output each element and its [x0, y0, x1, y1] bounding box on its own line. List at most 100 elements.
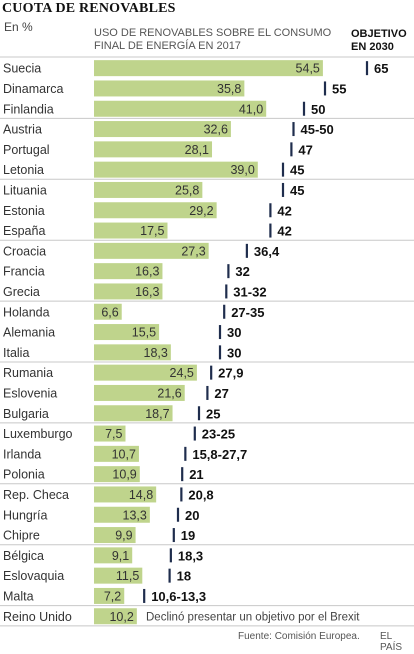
bar [94, 141, 213, 158]
bar-value-label: 18,7 [145, 407, 169, 421]
category-label: Lituania [3, 183, 47, 197]
category-label: Rumania [3, 366, 53, 380]
bar [94, 202, 217, 219]
brexit-annotation: Declinó presentar un objetivo por el Bre… [146, 611, 360, 623]
bar [94, 466, 140, 483]
bar [94, 60, 323, 77]
bar [94, 527, 136, 544]
category-label: Bulgaria [3, 407, 49, 421]
target-label: 10,6-13,3 [151, 589, 206, 604]
bar-value-label: 54,5 [296, 62, 320, 76]
target-label: 32 [235, 264, 249, 279]
target-label: 25 [206, 406, 220, 421]
bar [94, 324, 160, 341]
bar-value-label: 27,3 [181, 244, 205, 258]
category-label: Portugal [3, 143, 50, 157]
bar [94, 263, 163, 280]
bar-value-label: 32,6 [204, 123, 228, 137]
category-label: Eslovaquia [3, 569, 64, 583]
target-label: 27 [214, 386, 228, 401]
target-label: 27,9 [218, 366, 243, 381]
category-label: Bélgica [3, 549, 44, 563]
bar [94, 506, 150, 523]
bar-value-label: 16,3 [135, 265, 159, 279]
bar [94, 425, 126, 442]
bar [94, 486, 157, 503]
category-label: Austria [3, 123, 42, 137]
target-label: 42 [277, 224, 291, 239]
bar [94, 587, 125, 604]
category-label: Dinamarca [3, 82, 63, 96]
target-label: 23-25 [202, 427, 235, 442]
target-label: 21 [189, 467, 203, 482]
target-label: 18,3 [178, 548, 203, 563]
target-label: 42 [277, 203, 291, 218]
target-label: 30 [227, 325, 241, 340]
category-label: Hungría [3, 508, 48, 522]
bar-value-label: 6,6 [101, 305, 118, 319]
source-note: Fuente: Comisión Europea. [238, 631, 360, 642]
bar-value-label: 29,2 [189, 204, 213, 218]
bar [94, 445, 139, 462]
category-label: Eslovenia [3, 386, 57, 400]
category-label: Malta [3, 589, 34, 603]
unit-label: En % [4, 20, 33, 34]
target-label: 18 [177, 569, 191, 584]
bar [94, 181, 203, 198]
bar [94, 283, 163, 300]
bar [94, 384, 185, 401]
target-label: 45 [290, 163, 304, 178]
bar [94, 222, 168, 239]
bar-value-label: 25,8 [175, 183, 199, 197]
target-label: 19 [181, 528, 195, 543]
bar-value-label: 11,5 [116, 569, 139, 583]
category-label: Letonia [3, 163, 44, 177]
bar-value-label: 39,0 [230, 163, 254, 177]
bar-value-label: 16,3 [135, 285, 159, 299]
bar-value-label: 28,1 [185, 143, 209, 157]
category-label: Estonia [3, 204, 45, 218]
bar-value-label: 10,2 [109, 610, 133, 624]
bar [94, 344, 171, 361]
target-label: 27-35 [231, 305, 264, 320]
category-label: Reino Unido [3, 610, 72, 624]
bar [94, 121, 231, 138]
bar [94, 80, 245, 97]
category-label: Chipre [3, 529, 40, 543]
bar [94, 405, 173, 422]
category-label: Holanda [3, 305, 50, 319]
target-label: 20 [185, 508, 199, 523]
bar-value-label: 35,8 [217, 82, 241, 96]
series-subtitle: USO DE RENOVABLES SOBRE EL CONSUMO FINAL… [94, 27, 332, 52]
target-label: 65 [374, 61, 388, 76]
bar-value-label: 9,1 [112, 549, 129, 563]
bar-value-label: 7,2 [104, 589, 121, 603]
bar-value-label: 10,7 [112, 447, 136, 461]
bar [94, 608, 137, 625]
target-label: 45-50 [301, 122, 334, 137]
category-label: Grecia [3, 285, 40, 299]
category-label: Finlandia [3, 102, 54, 116]
category-label: Francia [3, 265, 45, 279]
target-label: 30 [227, 345, 241, 360]
category-label: Croacia [3, 244, 46, 258]
objective-header: OBJETIVO EN 2030 [351, 28, 407, 53]
bar-value-label: 18,3 [144, 346, 168, 360]
category-label: Suecia [3, 62, 41, 76]
bar-value-label: 41,0 [239, 102, 263, 116]
target-label: 47 [298, 142, 312, 157]
bar [94, 100, 267, 117]
target-label: 20,8 [188, 487, 213, 502]
bar-value-label: 24,5 [170, 366, 194, 380]
target-label: 50 [311, 102, 325, 117]
category-label: Polonia [3, 468, 45, 482]
bar [94, 364, 197, 381]
bar-value-label: 14,8 [129, 488, 153, 502]
category-label: Irlanda [3, 447, 41, 461]
target-label: 55 [332, 81, 346, 96]
bar [94, 547, 133, 564]
bar-value-label: 10,9 [112, 468, 136, 482]
target-label: 31-32 [233, 284, 266, 299]
category-label: Alemania [3, 326, 55, 340]
